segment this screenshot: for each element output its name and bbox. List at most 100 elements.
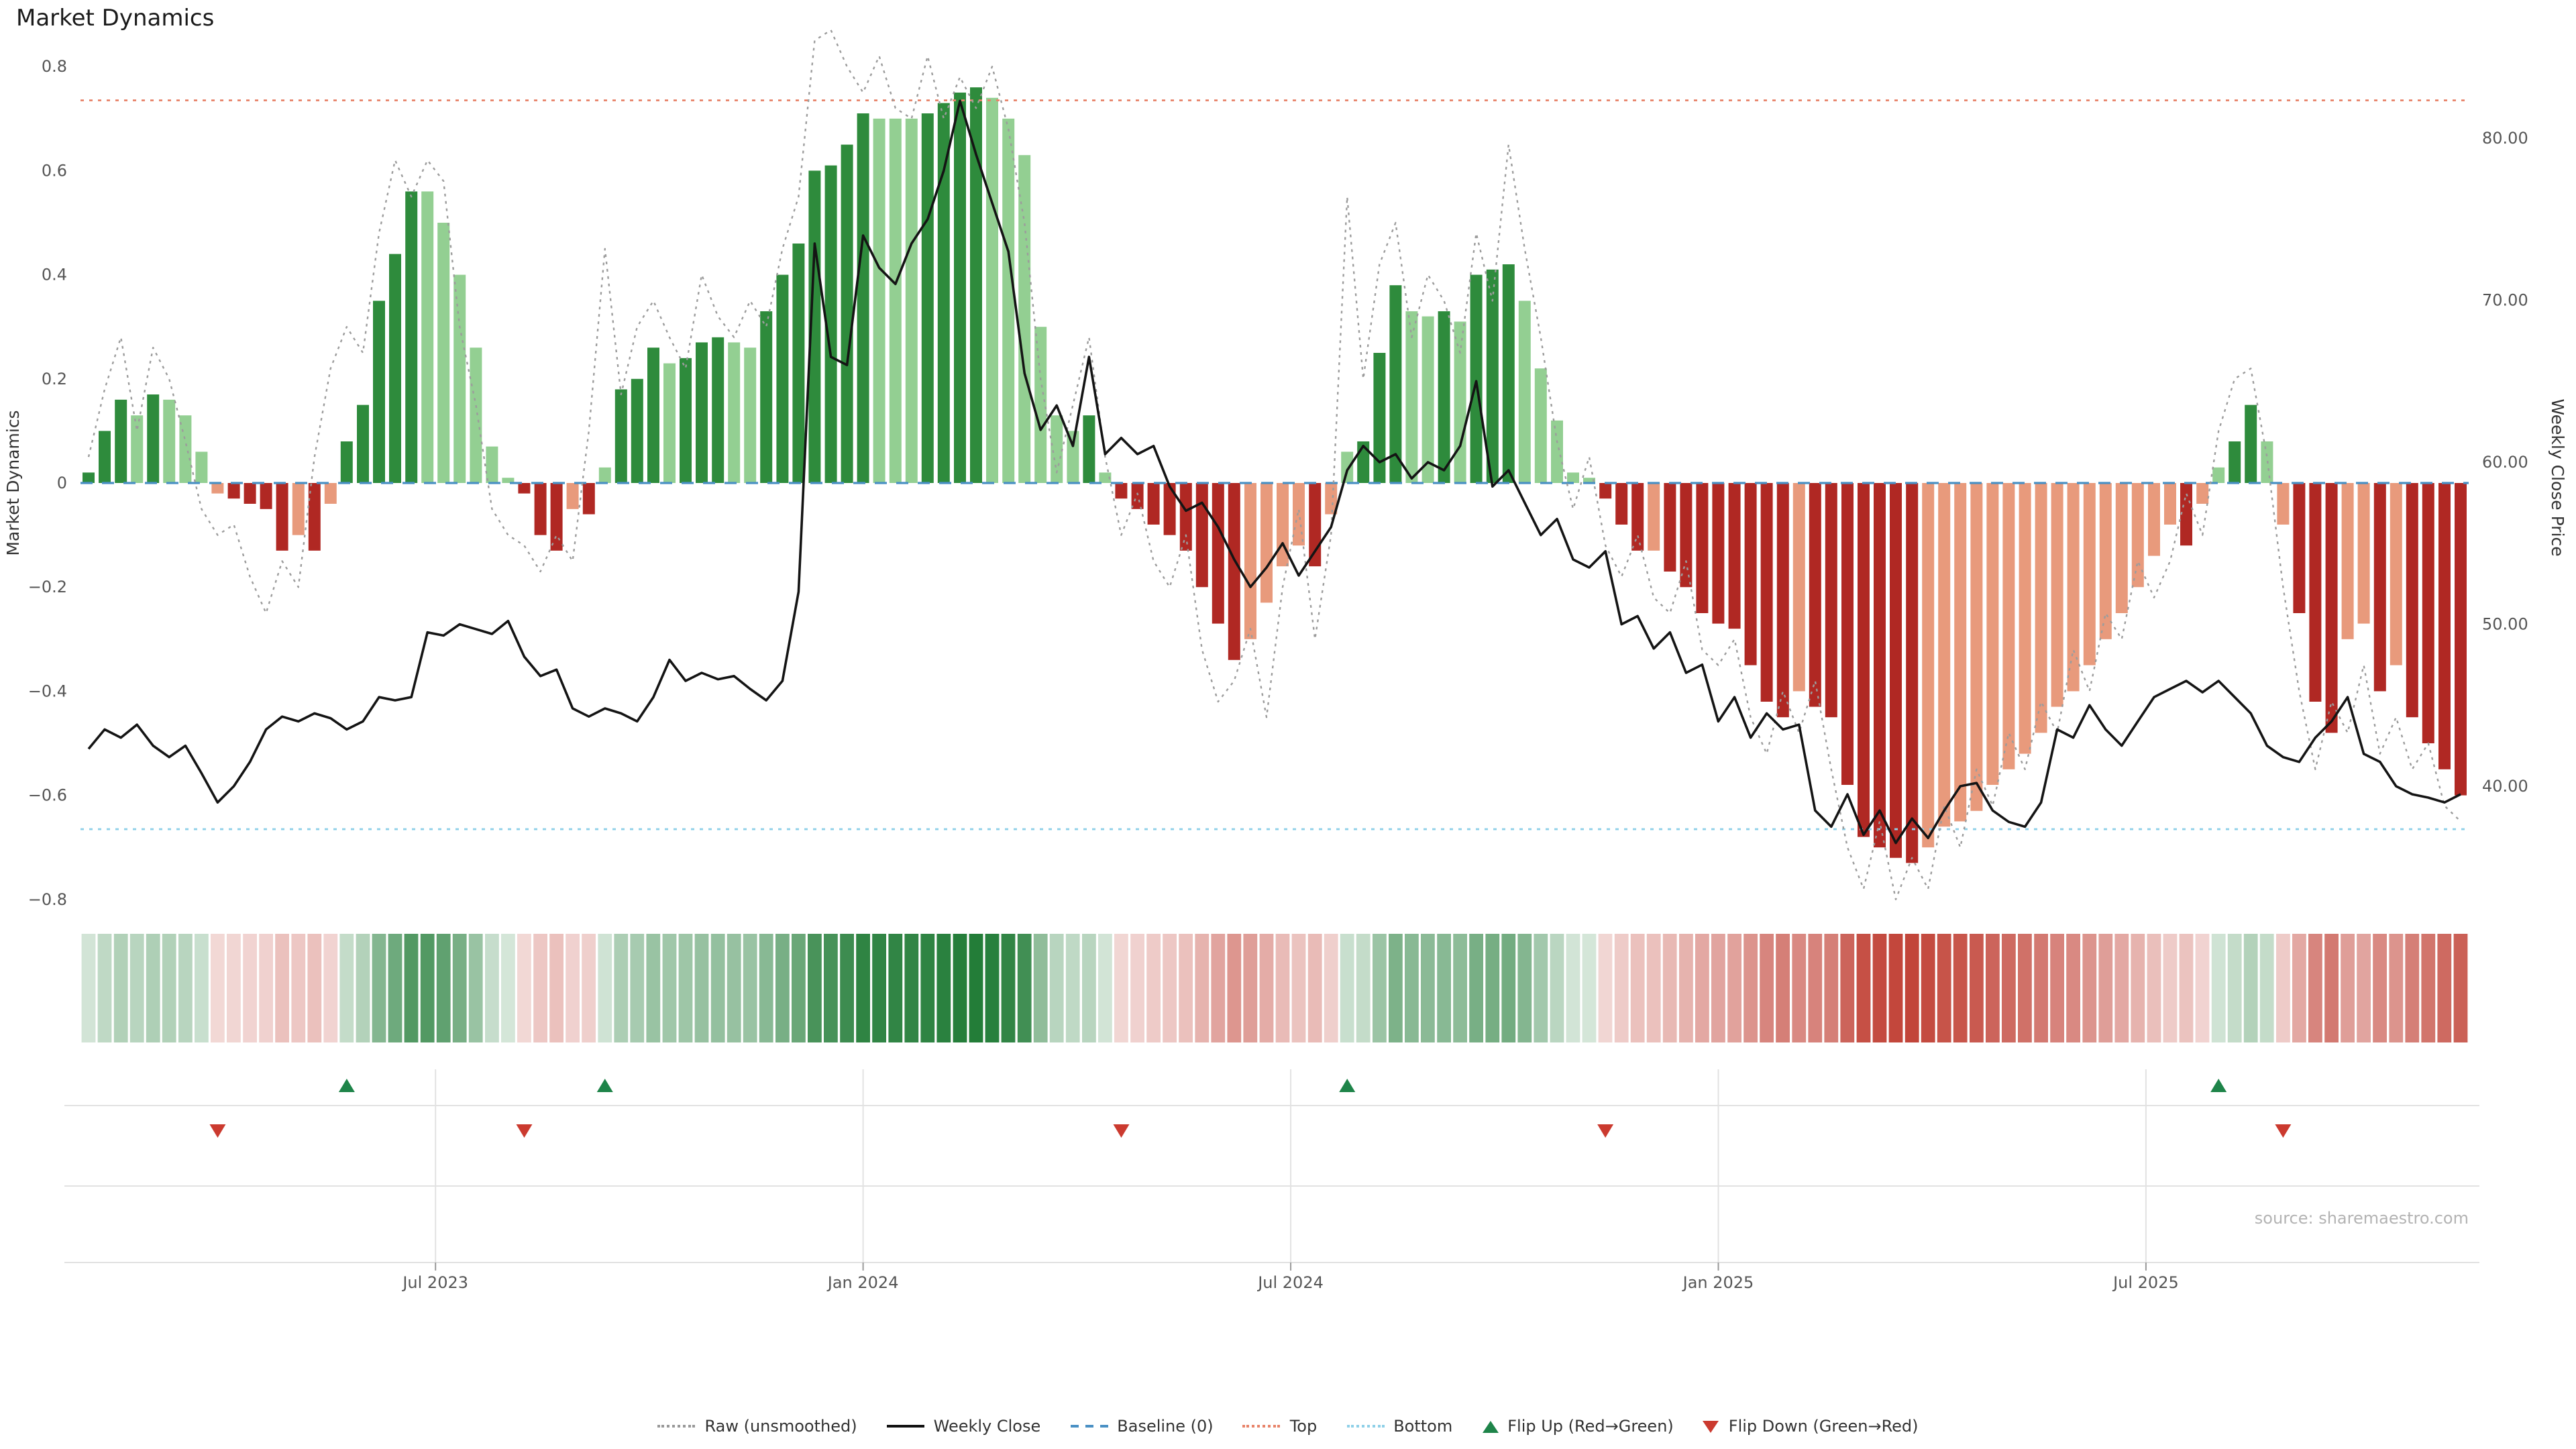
heatmap-cell	[694, 934, 709, 1042]
oscillator-bar	[1051, 415, 1063, 483]
oscillator-bar	[1421, 316, 1434, 483]
flip-up-marker	[2210, 1079, 2227, 1092]
heatmap-cell	[2341, 934, 2355, 1042]
oscillator-bar	[1002, 118, 1015, 484]
legend-item-bottom: Bottom	[1346, 1417, 1452, 1436]
oscillator-bar	[1341, 451, 1354, 483]
oscillator-bar	[696, 342, 708, 483]
oscillator-bar	[1083, 415, 1095, 483]
heatmap-cell	[792, 934, 806, 1042]
heatmap-cell	[243, 934, 257, 1042]
x-tick-label: Jul 2024	[1256, 1273, 1324, 1292]
flip-up-marker	[596, 1079, 613, 1092]
heatmap-cell	[2373, 934, 2387, 1042]
heatmap-cell	[2276, 934, 2290, 1042]
oscillator-bar	[776, 274, 789, 483]
oscillator-bar	[2164, 483, 2176, 525]
heatmap-cell	[259, 934, 273, 1042]
heatmap-cell	[1356, 934, 1371, 1042]
chart-legend: Raw (unsmoothed) Weekly Close Baseline (0)…	[0, 1417, 2576, 1436]
heatmap-cell	[1017, 934, 1032, 1042]
heatmap-cell	[775, 934, 790, 1042]
oscillator-bar	[260, 483, 272, 509]
heatmap-cell	[1662, 934, 1677, 1042]
heatmap-cell	[1275, 934, 1290, 1042]
heatmap-cell	[2453, 934, 2468, 1042]
solid-line-icon	[886, 1425, 924, 1428]
oscillator-bar	[1099, 472, 1112, 483]
heatmap-cell	[1598, 934, 1613, 1042]
oscillator-bar	[115, 399, 127, 483]
right-tick-label: 50.00	[2482, 615, 2528, 634]
heatmap-cell	[1227, 934, 1242, 1042]
heatmap-cell	[1291, 934, 1306, 1042]
oscillator-bar	[534, 483, 547, 535]
heatmap-cell	[1307, 934, 1322, 1042]
oscillator-bar	[1841, 483, 1854, 785]
legend-label: Raw (unsmoothed)	[704, 1417, 857, 1436]
heatmap-cell	[485, 934, 499, 1042]
oscillator-bar	[2422, 483, 2434, 743]
oscillator-bar	[1018, 155, 1031, 483]
oscillator-bar	[1131, 483, 1144, 509]
oscillator-bar	[357, 405, 369, 483]
legend-item-baseline: Baseline (0)	[1070, 1417, 1214, 1436]
heatmap-cell	[1211, 934, 1226, 1042]
oscillator-bar	[841, 144, 853, 483]
heatmap-strip	[81, 934, 2468, 1042]
axes-labels: 0.8 0.6 0.4 0.2 0 −0.2 −0.4 −0.6 −0.8 80.00 70.00 6…	[3, 57, 2567, 909]
heatmap-cell	[630, 934, 645, 1042]
legend-label: Weekly Close	[933, 1417, 1041, 1436]
dotted-line-icon	[1242, 1425, 1281, 1428]
heatmap-cell	[710, 934, 725, 1042]
oscillator-bar	[2245, 405, 2257, 483]
heatmap-cell	[1614, 934, 1629, 1042]
heatmap-cell	[2098, 934, 2113, 1042]
heatmap-cell	[307, 934, 322, 1042]
oscillator-bar	[2067, 483, 2080, 692]
oscillator-bar	[1664, 483, 1676, 572]
heatmap-cell	[1970, 934, 1984, 1042]
oscillator-bar	[389, 254, 401, 483]
oscillator-bar	[2002, 483, 2015, 769]
heatmap-cell	[1824, 934, 1839, 1042]
heatmap-cell	[1340, 934, 1354, 1042]
heatmap-cell	[1243, 934, 1258, 1042]
oscillator-bar	[1325, 483, 1338, 515]
oscillator-bar	[2083, 483, 2096, 665]
heatmap-cell	[2227, 934, 2242, 1042]
oscillator-bar	[2357, 483, 2370, 624]
oscillator-bar	[1454, 321, 1466, 483]
heatmap-cell	[1049, 934, 1064, 1042]
heatmap-cell	[1743, 934, 1758, 1042]
heatmap-cell	[2421, 934, 2436, 1042]
heatmap-cell	[2066, 934, 2080, 1042]
oscillator-bar	[614, 389, 627, 483]
oscillator-bar	[1712, 483, 1725, 624]
heatmap-cell	[888, 934, 903, 1042]
oscillator-bar	[647, 347, 659, 483]
oscillator-bar	[1792, 483, 1805, 692]
oscillator-bar	[808, 170, 821, 483]
heatmap-cell	[1324, 934, 1338, 1042]
heatmap-cell	[1986, 934, 2000, 1042]
heatmap-cell	[759, 934, 773, 1042]
legend-label: Flip Down (Green→Red)	[1728, 1417, 1919, 1436]
heatmap-cell	[920, 934, 935, 1042]
heatmap-cell	[2357, 934, 2371, 1042]
heatmap-cell	[1534, 934, 1548, 1042]
oscillator-bar	[1809, 483, 1821, 707]
heatmap-cell	[1953, 934, 1968, 1042]
heatmap-cell	[113, 934, 128, 1042]
heatmap-cell	[211, 934, 225, 1042]
oscillator-bar	[2390, 483, 2402, 665]
heatmap-cell	[388, 934, 402, 1042]
oscillator-bar	[486, 446, 498, 483]
oscillator-bar	[728, 342, 741, 483]
oscillator-bar	[2019, 483, 2031, 754]
heatmap-cell	[1872, 934, 1887, 1042]
heatmap-cell	[2324, 934, 2339, 1042]
heatmap-cell	[436, 934, 451, 1042]
heatmap-cell	[1888, 934, 1903, 1042]
oscillator-bar	[1067, 431, 1079, 483]
